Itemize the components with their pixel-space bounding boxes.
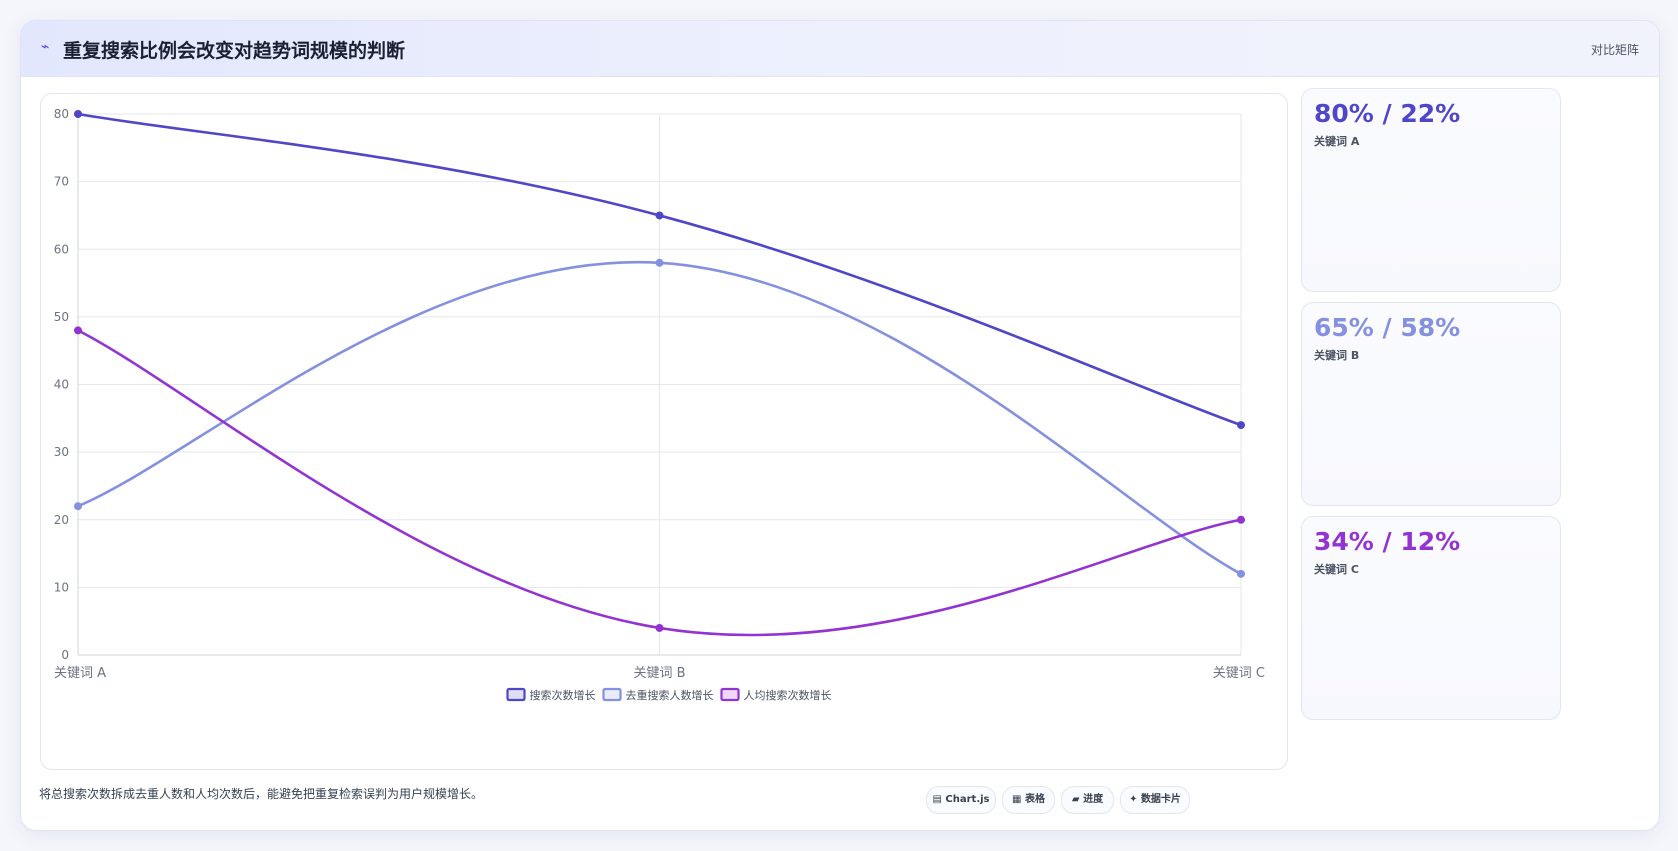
y-tick-label: 70	[54, 175, 69, 189]
chip-progress[interactable]: ▰ 进度	[1061, 786, 1114, 814]
x-tick-label: 关键词 A	[54, 666, 106, 681]
data-point[interactable]	[1237, 421, 1245, 430]
chip-data-card[interactable]: ✦ 数据卡片	[1120, 786, 1190, 814]
y-tick-label: 50	[54, 310, 69, 324]
table-icon: ▦	[1012, 794, 1022, 805]
view-mode-label: 对比矩阵	[1590, 43, 1639, 57]
chip-chartjs[interactable]: ▤ Chart.js	[926, 786, 996, 814]
data-point[interactable]	[1237, 515, 1245, 524]
legend-label: 去重搜索人数增长	[626, 688, 714, 702]
y-tick-label: 0	[61, 648, 69, 662]
stat-label: 关键词 A	[1314, 135, 1360, 148]
stat-value: 80% / 22%	[1314, 99, 1461, 128]
y-tick-label: 20	[54, 513, 69, 527]
stat-card-b: 65% / 58% 关键词 B	[1301, 302, 1561, 506]
data-point[interactable]	[655, 258, 664, 267]
data-point[interactable]	[655, 211, 664, 220]
stat-value: 34% / 12%	[1314, 527, 1461, 556]
footer-note: 将总搜索次数拆成去重人数和人均次数后，能避免把重复检索误判为用户规模增长。	[39, 787, 484, 801]
chip-table[interactable]: ▦ 表格	[1002, 786, 1055, 814]
legend-label: 搜索次数增长	[530, 688, 596, 702]
legend-item-2[interactable]: 去重搜索人数增长	[602, 687, 714, 702]
legend-item-1[interactable]: 搜索次数增长	[506, 687, 596, 702]
chip-label: Chart.js	[945, 794, 990, 805]
data-point[interactable]	[74, 502, 82, 511]
dashboard-card: ⌁ 重复搜索比例会改变对趋势词规模的判断 对比矩阵 0 10 20 30 40 50 60 7…	[20, 20, 1660, 831]
legend-swatch	[506, 687, 526, 702]
data-point[interactable]	[74, 110, 82, 118]
page-title: 重复搜索比例会改变对趋势词规模的判断	[63, 40, 406, 62]
progress-icon: ▰	[1071, 794, 1080, 805]
data-point[interactable]	[74, 326, 82, 335]
card-header: ⌁ 重复搜索比例会改变对趋势词规模的判断 对比矩阵	[21, 21, 1659, 77]
x-tick-label: 关键词 C	[1213, 666, 1265, 681]
stat-value: 65% / 58%	[1314, 313, 1461, 342]
chip-label: 表格	[1024, 794, 1045, 805]
chart-icon: ▤	[932, 794, 942, 805]
legend-item-3[interactable]: 人均搜索次数增长	[720, 687, 832, 702]
x-tick-label: 关键词 B	[633, 666, 685, 681]
chart-line-icon: ⌁	[41, 39, 50, 55]
legend-swatch	[720, 687, 740, 702]
chip-label: 数据卡片	[1140, 794, 1181, 805]
legend-swatch	[602, 687, 622, 702]
chart-panel: 0 10 20 30 40 50 60 70 80 关键词 A 关键词 B 关键词 C 搜索次数增长 去重…	[40, 93, 1288, 770]
chip-label: 进度	[1083, 794, 1104, 805]
y-tick-label: 30	[54, 445, 69, 459]
stat-card-c: 34% / 12% 关键词 C	[1301, 516, 1561, 720]
stat-card-a: 80% / 22% 关键词 A	[1301, 88, 1561, 292]
data-point[interactable]	[1237, 569, 1245, 578]
stat-label: 关键词 C	[1314, 563, 1359, 576]
sparkle-icon: ✦	[1129, 794, 1138, 805]
y-tick-label: 10	[54, 580, 69, 594]
y-tick-label: 60	[54, 242, 69, 256]
line-chart: 0 10 20 30 40 50 60 70 80 关键词 A 关键词 B 关键词 C 搜索次数增长 去重…	[54, 107, 1265, 702]
y-tick-label: 40	[54, 378, 69, 392]
data-point[interactable]	[655, 623, 664, 632]
y-tick-label: 80	[54, 107, 69, 121]
stat-label: 关键词 B	[1314, 349, 1360, 362]
legend-label: 人均搜索次数增长	[744, 688, 832, 702]
